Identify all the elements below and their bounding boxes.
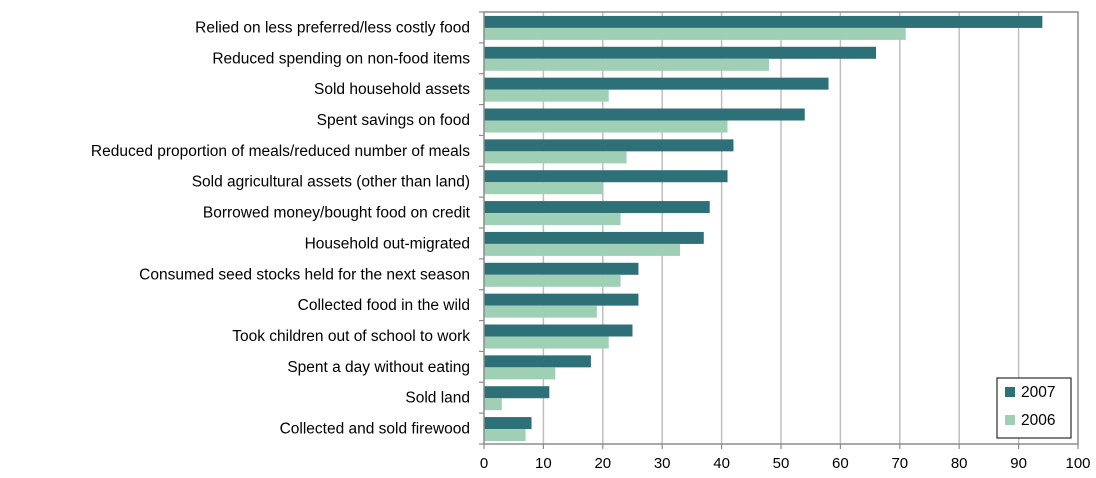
category-label: Collected and sold firewood [280, 421, 470, 438]
bar-2007-9 [484, 293, 639, 306]
bar-2007-12 [484, 386, 550, 399]
category-label: Sold land [405, 390, 470, 407]
bar-2007-2 [484, 77, 829, 90]
category-label: Household out-migrated [305, 235, 470, 252]
bar-2006-10 [484, 336, 609, 349]
category-label: Borrowed money/bought food on credit [203, 205, 471, 222]
plot-area-frame [483, 11, 1079, 445]
bar-2006-5 [484, 182, 603, 195]
bar-2007-1 [484, 46, 877, 59]
gridlines [542, 12, 1020, 444]
x-tick-label: 70 [891, 455, 908, 472]
x-tick-label: 90 [1010, 455, 1027, 472]
bar-2007-0 [484, 15, 1043, 28]
bar-2007-10 [484, 324, 633, 337]
bar-2007-7 [484, 231, 704, 244]
x-tick-label: 10 [535, 455, 552, 472]
x-tick-label: 40 [713, 455, 730, 472]
category-label: Took children out of school to work [232, 328, 470, 345]
legend-label-2007: 2007 [1021, 384, 1055, 401]
x-tick-label: 50 [773, 455, 790, 472]
bar-2006-0 [484, 27, 906, 40]
bar-2006-2 [484, 89, 609, 102]
bar-2007-6 [484, 201, 710, 214]
category-label: Relied on less preferred/less costly foo… [195, 19, 470, 36]
bar-2006-11 [484, 367, 556, 380]
category-label: Sold household assets [314, 81, 470, 98]
category-label: Collected food in the wild [298, 297, 470, 314]
x-tick-label: 60 [832, 455, 849, 472]
bar-2007-8 [484, 262, 639, 275]
legend-label-2006: 2006 [1021, 412, 1055, 429]
legend-swatch-2006 [1005, 415, 1015, 425]
bar-2007-11 [484, 355, 591, 368]
category-label: Reduced proportion of meals/reduced numb… [91, 143, 470, 160]
bar-2006-6 [484, 213, 621, 226]
x-tick-label: 0 [480, 455, 488, 472]
legend: 2007 2006 [996, 377, 1072, 439]
category-label: Spent a day without eating [287, 359, 470, 376]
bar-2007-5 [484, 170, 728, 183]
x-axis-ticks: 0 10 20 30 40 50 60 70 80 90 100 [479, 11, 1091, 472]
legend-swatch-2007 [1005, 387, 1015, 397]
bar-2006-12 [484, 398, 502, 411]
category-label: Sold agricultural assets (other than lan… [192, 174, 470, 191]
x-tick-label: 100 [1065, 455, 1090, 472]
bar-2007-4 [484, 139, 734, 152]
bar-2006-3 [484, 120, 728, 133]
bar-2006-1 [484, 58, 770, 71]
bar-2006-8 [484, 274, 621, 287]
x-tick-label: 20 [594, 455, 611, 472]
bar-2007-13 [484, 417, 532, 430]
bar-2006-13 [484, 429, 526, 442]
x-tick-label: 80 [951, 455, 968, 472]
x-tick-label: 30 [654, 455, 671, 472]
bar-2006-4 [484, 151, 627, 164]
bar-2006-7 [484, 243, 681, 256]
category-labels: Relied on less preferred/less costly foo… [91, 19, 471, 437]
category-label: Spent savings on food [317, 112, 470, 129]
category-label: Reduced spending on non-food items [212, 50, 470, 67]
bars [484, 15, 1043, 442]
bar-2007-3 [484, 108, 805, 121]
bar-2006-9 [484, 305, 597, 318]
category-label: Consumed seed stocks held for the next s… [139, 266, 470, 283]
